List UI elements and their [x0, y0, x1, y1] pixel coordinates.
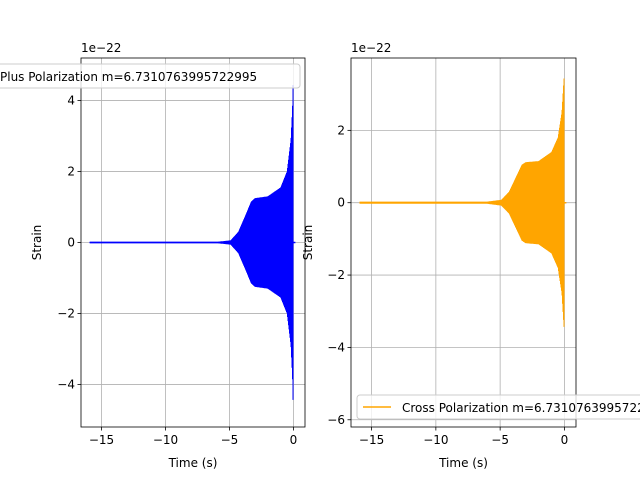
right-y-axis-label: Strain	[301, 225, 315, 261]
y-tick-label: 2	[337, 123, 345, 137]
y-tick-label: −2	[327, 268, 345, 282]
y-tick-label: 0	[67, 236, 75, 250]
y-tick-label: 2	[67, 165, 75, 179]
left-offset-label: 1e−22	[81, 41, 121, 55]
x-tick-label: −10	[153, 433, 178, 447]
right-offset-label: 1e−22	[351, 41, 391, 55]
x-tick-label: −10	[423, 433, 448, 447]
right-ticks: −15 −10 −5 0 −6 −4 −2 0 2	[327, 123, 568, 447]
right-legend-box	[356, 394, 640, 420]
x-tick-label: 0	[561, 433, 569, 447]
left-y-axis-label: Strain	[30, 225, 44, 261]
y-tick-label: −6	[327, 413, 345, 427]
cross-polarization-line	[359, 78, 567, 327]
right-legend: Cross Polarization m=6.7310763995722995	[356, 394, 640, 420]
left-legend: Plus Polarization m=6.7310763995722995	[0, 63, 301, 89]
y-tick-label: 0	[337, 196, 345, 210]
y-tick-label: −4	[327, 340, 345, 354]
x-tick-label: −5	[221, 433, 239, 447]
y-tick-label: −4	[57, 377, 75, 391]
right-axes-panel: −15 −10 −5 0 −6 −4 −2 0 2 1e−22 Time (s) Strain	[301, 41, 577, 470]
y-tick-label: 4	[67, 94, 75, 108]
x-tick-label: −15	[359, 433, 384, 447]
right-x-axis-label: Time (s)	[438, 456, 488, 470]
left-ticks: −15 −10 −5 0 −4 −2 0 2 4	[57, 94, 297, 447]
x-tick-label: −5	[491, 433, 509, 447]
left-x-axis-label: Time (s)	[168, 456, 218, 470]
x-tick-label: 0	[290, 433, 298, 447]
left-legend-entry: Plus Polarization m=6.7310763995722995	[0, 70, 257, 84]
y-tick-label: −2	[57, 306, 75, 320]
plus-polarization-line	[89, 85, 296, 400]
x-tick-label: −15	[89, 433, 114, 447]
right-legend-entry: Cross Polarization m=6.7310763995722995	[402, 401, 640, 415]
left-legend-box	[0, 63, 301, 89]
left-axes-panel: −15 −10 −5 0 −4 −2 0 2 4 1e−22 Time (s) Strain	[30, 41, 306, 470]
right-axes-frame	[350, 57, 577, 428]
